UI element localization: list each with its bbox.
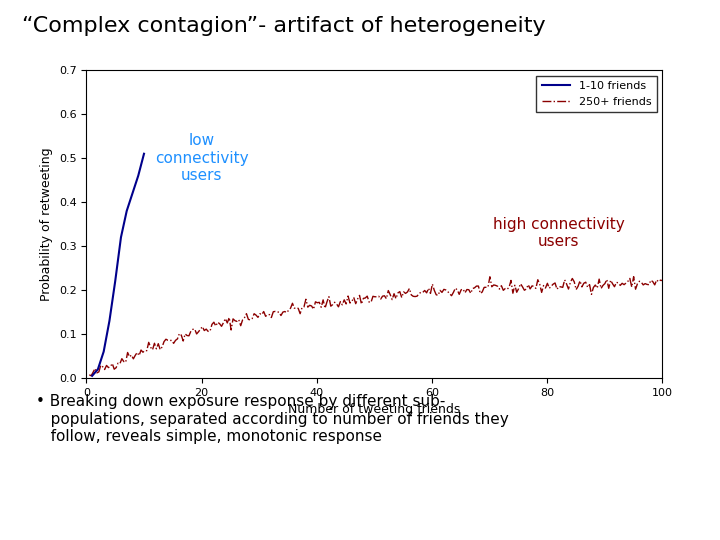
Text: “Complex contagion”- artifact of heterogeneity: “Complex contagion”- artifact of heterog… [22, 16, 545, 36]
X-axis label: Number of tweeting friends: Number of tweeting friends [288, 403, 461, 416]
Text: low
connectivity
users: low connectivity users [155, 133, 248, 183]
Legend: 1-10 friends, 250+ friends: 1-10 friends, 250+ friends [536, 76, 657, 112]
Text: high connectivity
users: high connectivity users [493, 217, 624, 249]
Text: • Breaking down exposure response by different sub-
   populations, separated ac: • Breaking down exposure response by dif… [36, 394, 509, 444]
Y-axis label: Probability of retweeting: Probability of retweeting [40, 147, 53, 301]
